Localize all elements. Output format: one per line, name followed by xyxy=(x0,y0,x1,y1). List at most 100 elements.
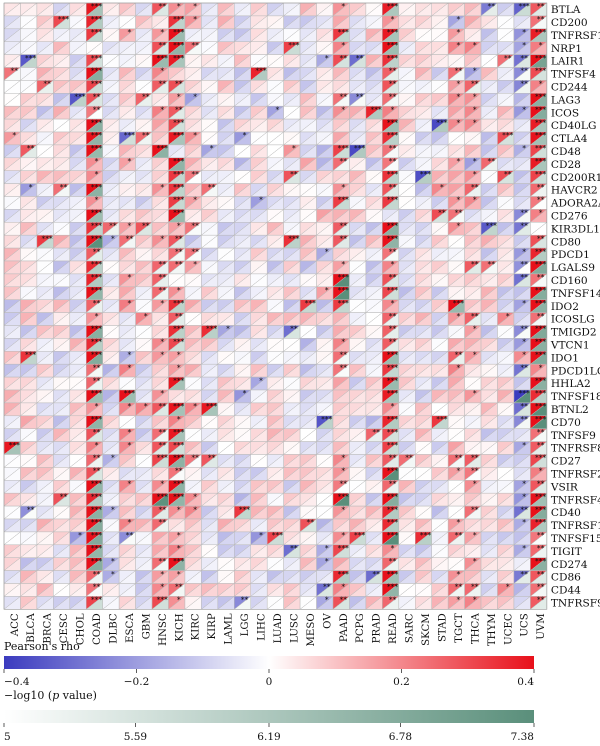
heatmap-cell xyxy=(19,28,38,43)
heatmap-cell: * xyxy=(118,351,137,365)
heatmap-cell: *** xyxy=(529,415,548,430)
heatmap-cell: ** xyxy=(332,157,351,172)
significance-mark: * xyxy=(456,28,460,37)
significance-mark: *** xyxy=(91,557,103,566)
heatmap-cell xyxy=(19,105,38,120)
heatmap-cell xyxy=(496,28,515,43)
heatmap-cell xyxy=(134,273,153,288)
heatmap-cell xyxy=(118,595,137,610)
heatmap-cell: *** xyxy=(85,118,104,133)
heatmap-cell xyxy=(282,531,301,546)
heatmap-cell: *** xyxy=(332,196,351,210)
heatmap-cell xyxy=(430,273,449,288)
heatmap-cell xyxy=(52,544,71,559)
heatmap-cell: ** xyxy=(447,67,466,81)
heatmap-cell xyxy=(3,531,22,546)
heatmap-cell xyxy=(3,466,22,481)
significance-mark: ** xyxy=(93,454,101,463)
heatmap-cell xyxy=(480,544,499,559)
heatmap-cell: ** xyxy=(529,15,548,30)
heatmap-cell: *** xyxy=(167,170,186,185)
heatmap-cell xyxy=(480,518,499,533)
heatmap-cell xyxy=(447,389,466,404)
significance-mark: *** xyxy=(387,363,399,372)
heatmap-cell xyxy=(200,92,219,107)
significance-mark: ** xyxy=(389,454,397,463)
heatmap-cell: *** xyxy=(332,544,351,559)
significance-mark: *** xyxy=(173,157,185,166)
heatmap-cell: *** xyxy=(299,299,318,314)
heatmap-cell xyxy=(266,557,285,572)
heatmap-cell: ** xyxy=(529,531,548,546)
significance-mark: ** xyxy=(158,41,166,50)
heatmap-cell: ** xyxy=(151,402,170,417)
heatmap-cell: ** xyxy=(151,2,170,17)
heatmap-cell xyxy=(19,376,38,391)
significance-mark: ** xyxy=(60,183,68,192)
heatmap-cell: *** xyxy=(250,67,268,81)
heatmap-cell xyxy=(414,402,433,417)
heatmap-cell xyxy=(332,324,351,339)
heatmap-cell: ** xyxy=(52,183,71,198)
significance-mark: * xyxy=(473,170,477,179)
heatmap-cell xyxy=(496,324,515,339)
heatmap-cell: ** xyxy=(529,570,548,585)
heatmap-cell xyxy=(69,324,87,339)
heatmap-cell: *** xyxy=(167,299,186,314)
heatmap-cell: ** xyxy=(85,105,104,120)
heatmap-cell: *** xyxy=(430,118,449,133)
significance-mark: *** xyxy=(91,596,103,605)
heatmap-cell: ** xyxy=(381,557,400,572)
heatmap-cell xyxy=(348,428,367,443)
heatmap-cell xyxy=(36,15,55,30)
heatmap-cell xyxy=(52,350,71,365)
significance-mark: * xyxy=(539,209,543,218)
heatmap-cell xyxy=(118,570,137,585)
significance-mark: * xyxy=(193,2,197,11)
heatmap-cell xyxy=(282,350,301,365)
significance-mark: ** xyxy=(389,480,397,489)
heatmap-cell xyxy=(398,54,416,69)
heatmap-cell xyxy=(299,170,318,185)
heatmap-cell: * xyxy=(463,157,482,172)
heatmap-cell xyxy=(3,428,22,443)
heatmap-cell xyxy=(3,234,22,249)
heatmap-cell xyxy=(19,234,38,249)
heatmap-cell xyxy=(250,92,268,107)
heatmap-cell xyxy=(398,234,416,249)
heatmap-cell xyxy=(348,479,367,494)
heatmap-cell xyxy=(52,595,71,610)
heatmap-cell xyxy=(496,195,515,210)
heatmap-cell xyxy=(463,273,482,288)
heatmap-cell xyxy=(69,208,87,223)
heatmap-cell xyxy=(299,260,318,275)
heatmap-cell xyxy=(250,234,268,249)
significance-mark: *** xyxy=(535,325,547,334)
significance-mark: *** xyxy=(535,518,547,527)
heatmap-cell: *** xyxy=(381,222,400,236)
significance-mark: ** xyxy=(290,544,298,553)
heatmap-cell xyxy=(3,273,22,288)
significance-mark: * xyxy=(160,299,164,308)
heatmap-cell xyxy=(430,312,449,327)
heatmap-cell xyxy=(151,324,170,339)
significance-mark: ** xyxy=(389,93,397,102)
significance-mark: * xyxy=(177,2,181,11)
significance-mark: * xyxy=(341,183,345,192)
heatmap-cell xyxy=(299,453,318,468)
heatmap-cell xyxy=(184,531,203,546)
heatmap-cell: * xyxy=(463,325,482,339)
significance-mark: * xyxy=(111,234,115,243)
heatmap-cell: *** xyxy=(529,105,548,120)
heatmap-cell xyxy=(282,221,301,236)
heatmap-cell xyxy=(36,144,55,159)
heatmap-cell xyxy=(217,195,236,210)
heatmap-cell xyxy=(348,518,367,533)
heatmap-cell: ** xyxy=(282,170,301,185)
heatmap-cell xyxy=(414,41,433,56)
significance-mark: ** xyxy=(93,247,101,256)
heatmap-cell xyxy=(266,505,285,520)
heatmap-cell xyxy=(19,544,38,559)
heatmap-cell xyxy=(200,28,219,43)
heatmap-cell xyxy=(463,286,482,301)
